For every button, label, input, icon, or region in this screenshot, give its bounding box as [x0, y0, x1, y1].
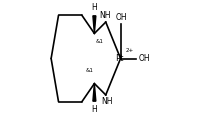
Text: OH: OH [138, 54, 150, 63]
Text: NH: NH [102, 97, 113, 106]
Text: 2+: 2+ [126, 48, 134, 53]
Text: Pt: Pt [115, 54, 124, 63]
Polygon shape [93, 16, 96, 33]
Text: H: H [92, 105, 97, 114]
Text: H: H [92, 3, 97, 12]
Text: &1: &1 [96, 40, 103, 44]
Text: &1: &1 [85, 68, 93, 73]
Polygon shape [93, 84, 96, 101]
Text: OH: OH [115, 13, 127, 22]
Text: NH: NH [100, 11, 111, 20]
